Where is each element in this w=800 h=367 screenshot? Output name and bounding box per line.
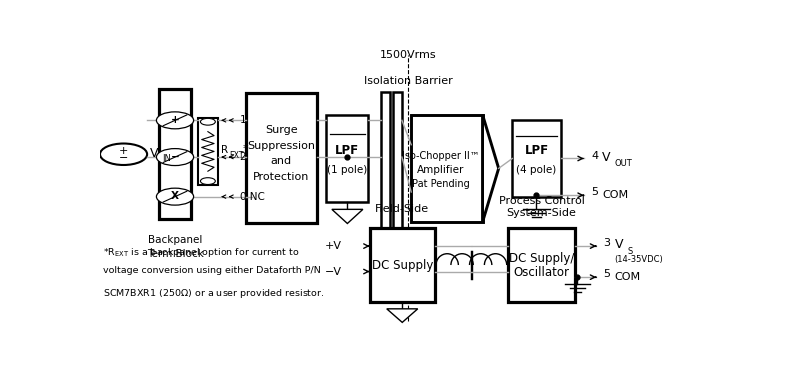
Bar [411,115,482,222]
Text: Pat Pending: Pat Pending [412,179,470,189]
Text: 4: 4 [591,151,598,161]
Text: 1: 1 [239,115,246,126]
Text: V: V [602,151,610,164]
Text: Oscillator: Oscillator [514,266,570,279]
Circle shape [157,188,194,205]
Text: COM: COM [602,190,628,200]
Text: LPF: LPF [525,144,549,157]
Bar [246,94,317,224]
Text: 5: 5 [603,269,610,279]
Text: Isolation Barrier: Isolation Barrier [364,76,453,86]
Text: Protection: Protection [253,172,310,182]
Text: Suppression: Suppression [247,141,315,151]
Bar [394,92,402,230]
Text: (1 pole): (1 pole) [327,165,367,175]
Polygon shape [482,115,498,222]
Text: LPF: LPF [335,144,359,157]
Bar [159,89,191,219]
Circle shape [201,178,215,185]
Text: V: V [150,147,158,160]
Text: *: * [242,143,248,154]
Text: 0 NC: 0 NC [239,192,264,201]
Text: −: − [170,152,179,162]
Text: −: − [119,153,128,163]
Text: (14-35VDC): (14-35VDC) [614,255,663,264]
Bar [512,120,561,197]
Circle shape [157,149,194,166]
Circle shape [201,119,215,125]
Text: Amplifier: Amplifier [417,165,464,175]
Text: Iso-Chopper II™: Iso-Chopper II™ [402,151,479,161]
Text: X: X [171,191,179,201]
Text: DC Supply: DC Supply [371,258,433,272]
Text: and: and [270,156,292,166]
Text: DC Supply/: DC Supply/ [509,252,574,265]
Text: voltage conversion using either Dataforth P/N: voltage conversion using either Datafort… [103,266,321,276]
Text: 3: 3 [603,238,610,248]
Text: +: + [119,146,128,156]
Text: COM: COM [614,272,641,282]
Text: S: S [627,247,632,256]
Bar [381,92,390,230]
Text: V: V [614,239,623,251]
Text: OUT: OUT [614,159,632,168]
Text: −V: −V [325,266,342,276]
Circle shape [157,112,194,129]
Text: *R$_{\mathregular{EXT}}$ is a backpanel option for current to: *R$_{\mathregular{EXT}}$ is a backpanel … [103,246,300,259]
Text: IN: IN [162,154,171,163]
Bar [198,117,218,185]
Text: 1500Vrms: 1500Vrms [380,50,437,60]
Text: Term Block: Term Block [146,249,203,259]
Text: SCM7BXR1 (250$\Omega$) or a user provided resistor.: SCM7BXR1 (250$\Omega$) or a user provide… [103,287,325,300]
Text: Backpanel: Backpanel [148,235,202,245]
Polygon shape [386,309,418,322]
Text: R: R [221,145,228,155]
Text: Process Control: Process Control [498,196,584,206]
Circle shape [100,143,147,165]
Text: +: + [170,115,179,125]
Text: Field-Side: Field-Side [375,204,430,214]
Text: (4 pole): (4 pole) [516,165,557,175]
Text: +V: +V [325,241,342,251]
Bar [370,228,435,302]
Text: 5: 5 [591,188,598,197]
Polygon shape [332,209,363,224]
Text: 2: 2 [239,152,246,162]
Bar [326,115,369,202]
Text: Surge: Surge [265,125,298,135]
Bar [508,228,575,302]
Text: EXT: EXT [230,151,244,160]
Text: System-Side: System-Side [506,208,576,218]
